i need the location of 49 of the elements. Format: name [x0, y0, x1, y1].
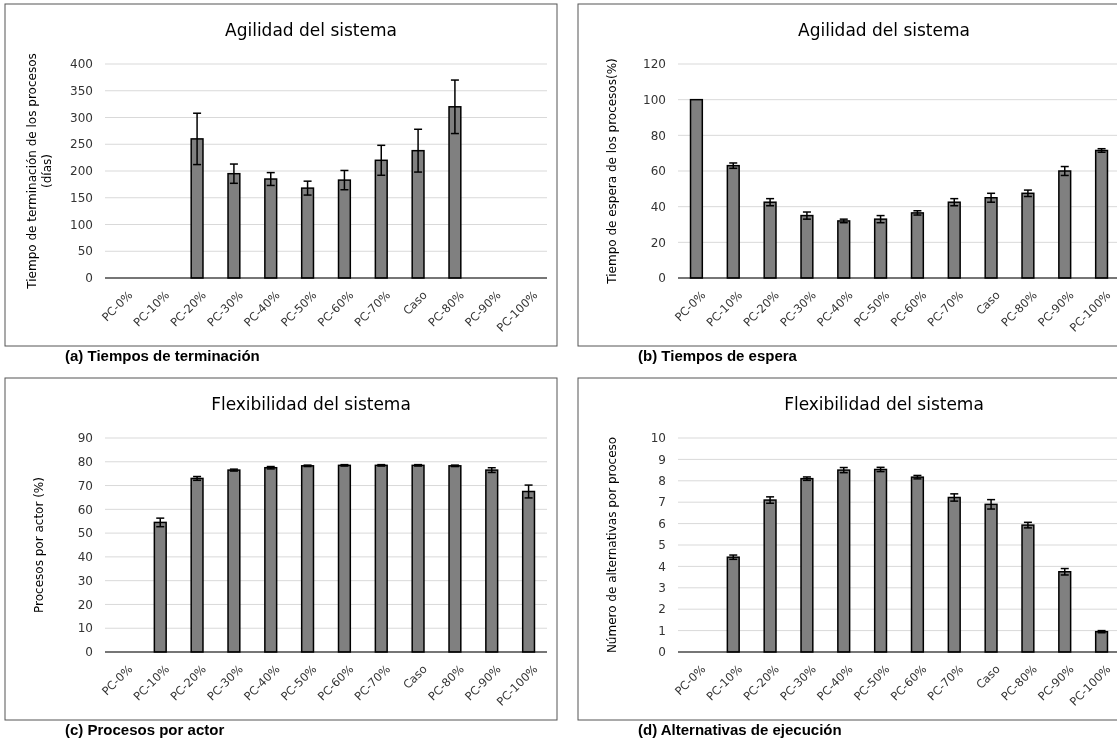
y-tick-label: 2: [658, 602, 666, 617]
y-tick-label: 150: [70, 190, 93, 205]
y-tick-label: 300: [70, 110, 93, 125]
y-tick-label: 90: [77, 431, 93, 446]
y-tick-label: 120: [643, 57, 666, 72]
y-tick-label: 1: [658, 623, 666, 638]
y-tick-label: 7: [658, 495, 666, 510]
y-tick-label: 0: [658, 271, 666, 286]
y-tick-label: 40: [77, 550, 93, 565]
chart-title: Flexibilidad del sistema: [784, 394, 984, 414]
y-tick-label: 350: [70, 83, 93, 98]
y-axis-title: Procesos por actor (%): [32, 477, 46, 613]
y-tick-label: 5: [658, 538, 666, 553]
y-tick-label: 10: [77, 621, 93, 636]
y-axis-title: Número de alternativas por proceso: [605, 436, 619, 654]
y-tick-label: 400: [70, 57, 93, 72]
y-tick-label: 6: [658, 516, 666, 531]
y-tick-label: 80: [77, 454, 93, 469]
y-tick-label: 30: [77, 573, 93, 588]
y-tick-label: 60: [77, 502, 93, 517]
text: (c) Procesos por actor: [65, 721, 225, 738]
y-tick-label: 20: [650, 235, 666, 250]
y-tick-label: 80: [650, 128, 666, 143]
text: (a) Tiempos de terminación: [65, 347, 260, 364]
y-axis-title: Tiempo de terminación de los procesos (días): [25, 53, 54, 290]
y-tick-label: 50: [77, 526, 93, 541]
y-tick-label: 4: [658, 559, 666, 574]
chart-title: Agilidad del sistema: [225, 20, 397, 40]
text: (b) Tiempos de espera: [638, 347, 798, 364]
y-tick-label: 3: [658, 581, 666, 595]
y-tick-label: 100: [643, 92, 666, 107]
y-tick-label: 60: [650, 164, 666, 179]
chart-title: Flexibilidad del sistema: [211, 394, 411, 414]
y-tick-label: 20: [77, 597, 93, 612]
y-tick-label: 0: [85, 645, 93, 660]
y-tick-label: 200: [70, 164, 93, 179]
y-tick-label: 0: [85, 271, 93, 286]
y-tick-label: 9: [658, 452, 666, 467]
y-tick-label: 70: [77, 478, 93, 493]
y-tick-label: 100: [70, 217, 93, 232]
y-tick-label: 8: [658, 474, 666, 488]
chart-title: Agilidad del sistema: [798, 20, 970, 40]
y-tick-label: 0: [658, 645, 666, 660]
y-tick-label: 50: [77, 244, 93, 259]
y-tick-label: 10: [650, 431, 666, 446]
y-axis-title: Tiempo de espera de los procesos(%): [605, 58, 619, 285]
y-tick-label: 250: [70, 137, 93, 152]
text: (d) Alternativas de ejecución: [638, 721, 842, 738]
y-tick-label: 40: [650, 199, 666, 214]
